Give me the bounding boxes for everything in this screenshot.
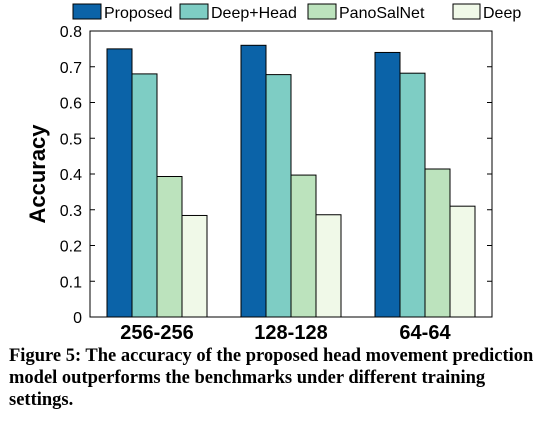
y-tick-label: 0.3 xyxy=(60,203,82,220)
x-axis-ticks: 256-256 128-128 64-64 xyxy=(120,312,451,344)
plot-frame xyxy=(89,30,493,318)
legend-label: Deep+Head xyxy=(211,5,297,22)
legend-swatch-proposed xyxy=(72,3,102,20)
bar-deep-128-128 xyxy=(315,214,342,318)
bar-proposed-256-256 xyxy=(106,48,133,318)
bar-deep-256-256 xyxy=(181,214,208,318)
bar-panosalnet-128-128 xyxy=(290,174,317,318)
bar-panosalnet-64-64 xyxy=(424,168,451,318)
bar-panosalnet-256-256 xyxy=(156,176,183,318)
y-axis-label: Accuracy xyxy=(25,124,50,224)
legend-label: Deep xyxy=(483,5,521,22)
legend: Proposed Deep+Head PanoSalNet Deep xyxy=(72,3,521,22)
accuracy-bar-chart: Proposed Deep+Head PanoSalNet Deep 00.10.20… xyxy=(25,3,521,344)
legend-swatch-deep xyxy=(452,3,481,20)
bar-deep-head-128-128 xyxy=(265,74,292,318)
bar-deep-head-64-64 xyxy=(399,72,426,318)
y-tick-label: 0.1 xyxy=(60,274,82,291)
x-tick-label: 128-128 xyxy=(254,322,327,344)
figure-caption: Figure 5: The accuracy of the proposed h… xyxy=(9,346,534,410)
y-tick-label: 0.4 xyxy=(60,167,82,184)
y-tick-label: 0.7 xyxy=(60,60,82,77)
bar-proposed-64-64 xyxy=(374,51,401,318)
x-tick-label: 256-256 xyxy=(120,322,193,344)
y-tick-label: 0.6 xyxy=(60,96,82,113)
y-tick-label: 0.2 xyxy=(60,239,82,256)
bars xyxy=(106,44,476,318)
bar-deep-head-256-256 xyxy=(131,73,158,318)
y-axis-ticks: 0 0.1 0.2 0.3 0.4 0.5 0.6 0.7 0.8 xyxy=(60,24,492,327)
bar-proposed-128-128 xyxy=(240,44,267,318)
legend-label: PanoSalNet xyxy=(339,5,425,22)
y-tick-label: 0.8 xyxy=(60,24,82,41)
legend-label: Proposed xyxy=(104,5,173,22)
x-tick-label: 64-64 xyxy=(399,322,451,344)
legend-swatch-panosalnet xyxy=(307,3,337,20)
bar-deep-64-64 xyxy=(449,205,476,318)
y-tick-label: 0.5 xyxy=(60,131,82,148)
y-tick-label: 0 xyxy=(73,310,82,327)
legend-swatch-deep-head xyxy=(179,3,209,20)
